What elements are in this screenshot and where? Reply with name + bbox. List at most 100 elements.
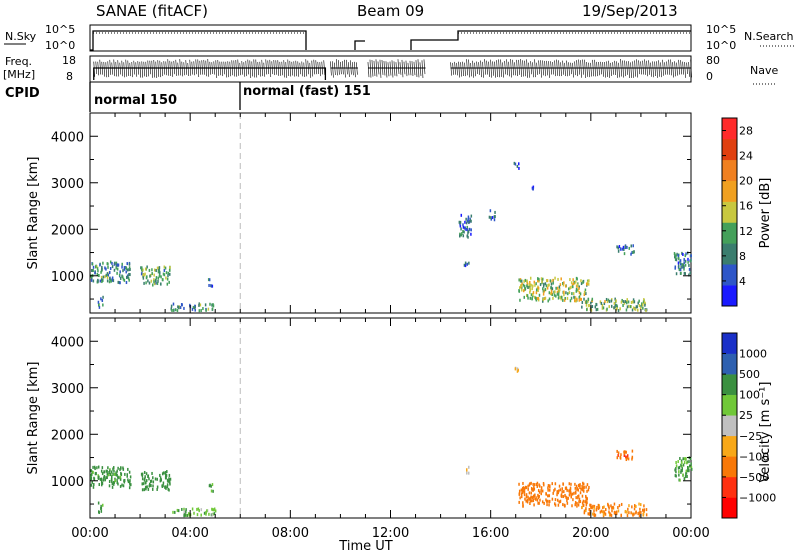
x-tick-label: 20:00 <box>572 526 609 541</box>
data-cell <box>684 457 686 461</box>
data-cell <box>585 497 587 501</box>
data-cell <box>639 507 641 511</box>
data-cell <box>102 295 104 299</box>
data-cell <box>558 500 561 504</box>
data-cell <box>532 488 534 492</box>
freq-trace <box>155 61 158 78</box>
data-cell <box>214 509 217 513</box>
data-cell <box>643 300 646 304</box>
data-cell <box>521 288 523 292</box>
data-cell <box>588 304 590 308</box>
data-cell <box>674 255 676 259</box>
data-cell <box>533 494 535 498</box>
data-cell <box>142 273 144 277</box>
data-cell <box>600 301 603 305</box>
data-cell <box>165 476 167 480</box>
data-cell <box>592 512 594 516</box>
data-cell <box>516 367 519 371</box>
data-cell <box>172 302 175 306</box>
data-cell <box>601 510 604 514</box>
freq-trace <box>131 61 134 78</box>
freq-trace <box>221 61 224 77</box>
data-cell <box>590 301 592 305</box>
data-cell <box>166 282 169 286</box>
data-cell <box>148 477 150 481</box>
data-cell <box>556 498 559 502</box>
data-cell <box>642 512 645 516</box>
freq-trace <box>508 61 510 77</box>
data-cell <box>194 308 196 312</box>
data-cell <box>551 293 554 297</box>
data-cell <box>112 482 115 486</box>
velocity-cbar-label: Velocity [m s⁻¹] <box>758 382 773 483</box>
data-cell <box>625 455 627 459</box>
data-cell <box>593 513 596 517</box>
data-cell <box>183 510 186 514</box>
data-cell <box>104 266 106 270</box>
data-cell <box>205 308 207 312</box>
data-cell <box>527 495 529 499</box>
freq-trace <box>632 61 634 78</box>
data-cell <box>168 488 170 492</box>
freq-trace <box>293 61 296 77</box>
freq-trace <box>596 61 598 77</box>
data-cell <box>582 486 585 490</box>
data-cell <box>153 278 155 282</box>
data-cell <box>546 499 549 503</box>
data-cell <box>92 470 94 474</box>
data-cell <box>115 471 117 475</box>
freq-trace <box>690 59 692 78</box>
data-cell <box>593 504 596 508</box>
colorbar-segment <box>722 456 737 478</box>
data-cell <box>150 479 153 483</box>
data-cell <box>557 491 559 495</box>
data-cell <box>552 296 554 300</box>
data-cell <box>528 483 531 487</box>
data-cell <box>119 281 121 285</box>
freq-trace <box>279 61 282 76</box>
freq-trace <box>195 59 198 75</box>
data-cell <box>117 466 119 470</box>
data-cell <box>683 477 686 481</box>
freq-trace <box>616 61 618 78</box>
data-cell <box>617 506 619 510</box>
data-cell <box>573 295 575 299</box>
data-cell <box>489 209 492 213</box>
data-cell <box>625 450 627 454</box>
data-cell <box>586 497 588 501</box>
data-cell <box>211 513 214 517</box>
data-cell <box>572 292 575 296</box>
data-cell <box>585 485 587 489</box>
data-cell <box>617 249 620 253</box>
data-cell <box>570 285 572 289</box>
data-cell <box>462 223 464 227</box>
data-cell <box>536 498 539 502</box>
data-cell <box>118 476 120 480</box>
data-cell <box>632 300 634 304</box>
data-cell <box>578 483 580 487</box>
freq-trace <box>654 61 656 77</box>
freq-trace <box>419 62 422 77</box>
data-cell <box>532 482 534 486</box>
data-cell <box>522 501 524 505</box>
data-cell <box>574 503 576 507</box>
freq-trace <box>684 61 686 78</box>
data-cell <box>117 482 119 486</box>
data-cell <box>164 266 167 270</box>
data-cell <box>570 281 573 285</box>
data-cell <box>151 471 153 475</box>
data-cell <box>643 508 646 512</box>
data-cell <box>524 278 527 282</box>
data-cell <box>540 492 543 496</box>
data-cell <box>107 265 109 269</box>
data-cell <box>159 473 161 477</box>
data-cell <box>549 292 552 296</box>
data-cell <box>185 508 187 512</box>
data-cell <box>113 469 115 473</box>
data-cell <box>677 261 680 265</box>
freq-trace <box>344 59 346 78</box>
data-cell <box>176 508 179 512</box>
data-cell <box>640 305 642 309</box>
freq-trace <box>560 62 562 77</box>
data-cell <box>529 287 531 291</box>
